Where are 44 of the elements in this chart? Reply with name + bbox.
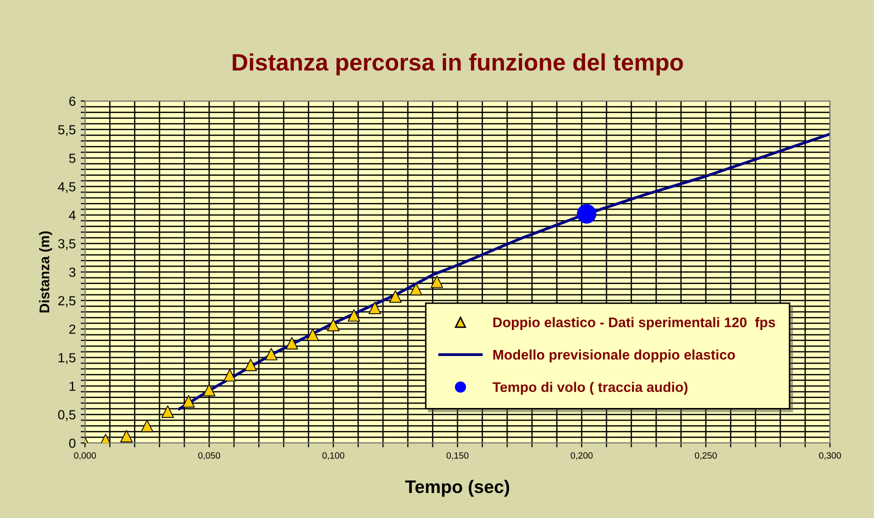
x-axis-title: Tempo (sec) (405, 480, 510, 497)
point (410, 282, 422, 296)
point (327, 318, 340, 332)
y-tick-label: 0,5 (58, 410, 76, 421)
point (306, 328, 319, 341)
x-tick-label: 0,200 (570, 452, 593, 460)
point (348, 309, 360, 322)
point (265, 348, 278, 360)
y-axis-title: Distanza (m) (39, 231, 52, 312)
y-tick-label: 5 (69, 154, 76, 163)
legend-label: Modello previsionale doppio elastico (493, 349, 735, 362)
y-tick-label: 3,5 (58, 239, 76, 250)
y-tick-label: 2 (69, 324, 76, 334)
y-tick-label: 6 (69, 96, 76, 106)
legend-label: Doppio elastico - Dati sperimentali 120 fps (493, 317, 776, 330)
y-tick-label: 5,5 (58, 125, 76, 136)
x-tick-label: 0,100 (322, 452, 344, 460)
point (224, 368, 236, 382)
point (286, 337, 298, 350)
x-tick-label: 0,050 (198, 452, 220, 460)
x-tick-label: 0,250 (694, 452, 717, 460)
point (244, 358, 257, 372)
point (576, 204, 596, 224)
x-tick-label: 0,150 (446, 452, 468, 460)
point (430, 275, 444, 288)
x-tick-label: 0,000 (74, 452, 96, 460)
x-tick-label: 0,300 (819, 452, 841, 460)
point (202, 384, 216, 396)
y-tick-label: 1,5 (58, 353, 76, 364)
y-tick-label: 3 (69, 268, 76, 277)
line-series (178, 132, 830, 410)
point (140, 420, 154, 432)
point (161, 405, 174, 418)
y-tick-label: 4 (68, 210, 76, 220)
y-tick-label: 0 (69, 438, 76, 448)
point (368, 302, 382, 314)
chart-title: Distanza percorsa in funzione del tempo (232, 53, 683, 76)
y-tick-label: 2,5 (58, 296, 76, 307)
point (120, 430, 133, 442)
y-tick-label: 1 (70, 382, 76, 391)
y-tick-label: 4,5 (58, 182, 76, 193)
point (389, 290, 402, 303)
point (182, 395, 195, 408)
legend-label: Tempo di volo ( traccia audio) (492, 382, 688, 395)
